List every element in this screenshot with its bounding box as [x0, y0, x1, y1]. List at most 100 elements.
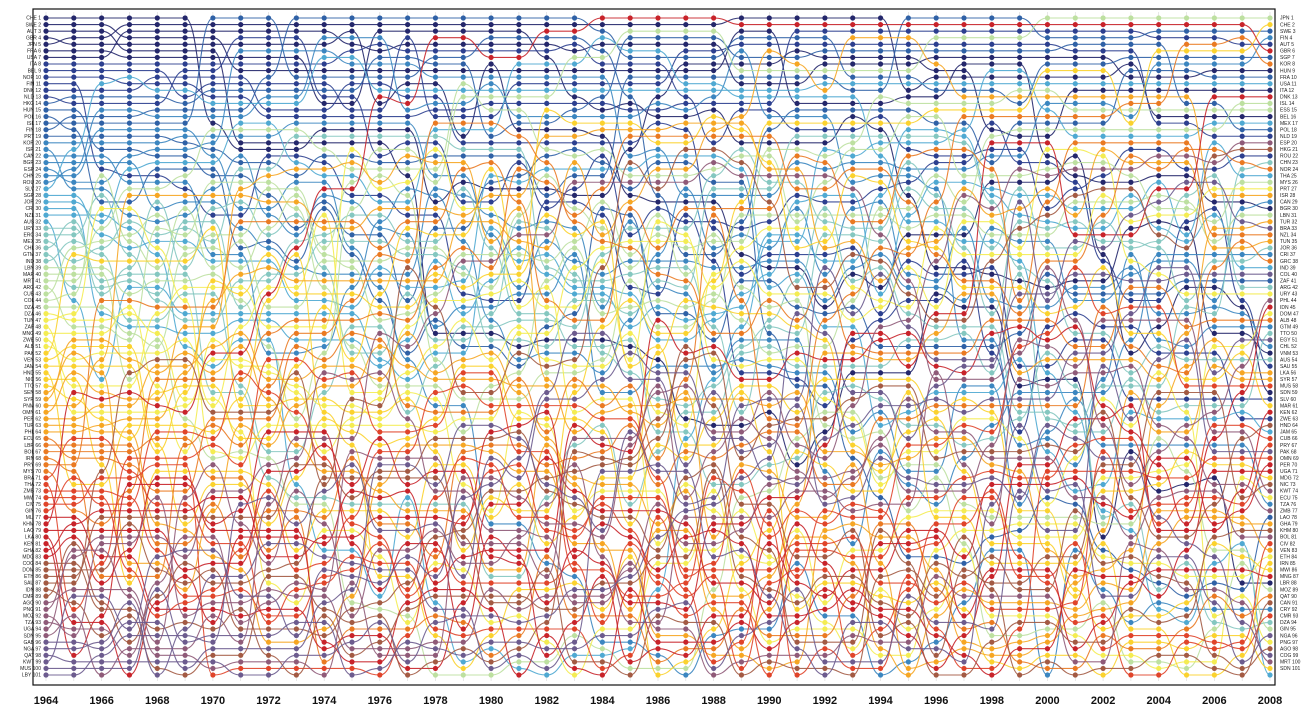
rank-point [238, 416, 244, 422]
rank-point [377, 258, 383, 264]
rank-point [850, 422, 856, 428]
rank-point [571, 278, 578, 284]
rank-point [432, 488, 439, 494]
rank-point [126, 81, 133, 87]
rank-point [210, 422, 216, 428]
rank-point [1267, 573, 1273, 580]
rank-point [126, 514, 133, 520]
rank-point [1128, 363, 1134, 369]
rank-point [1072, 67, 1078, 74]
left-rank-label: MUS 100 [20, 666, 41, 672]
rank-point [516, 527, 522, 534]
rank-point [43, 488, 49, 494]
rank-point [961, 429, 967, 435]
rank-point [1072, 455, 1078, 461]
rank-point [599, 632, 605, 639]
rank-point [321, 61, 327, 67]
right-rank-label: GRC 38 [1280, 259, 1298, 265]
rank-point [1267, 501, 1273, 507]
rank-point [432, 100, 439, 107]
rank-point [544, 173, 550, 179]
rank-point [711, 28, 717, 34]
rank-point [683, 363, 689, 369]
rank-point [377, 48, 383, 54]
rank-point [711, 35, 717, 41]
rank-point [794, 639, 800, 645]
rank-point [432, 107, 439, 113]
rank-point [377, 199, 383, 205]
rank-point [293, 179, 299, 185]
rank-point [905, 120, 911, 126]
rank-point [377, 159, 383, 166]
rank-point [71, 186, 77, 192]
rank-point [599, 107, 605, 113]
rank-point [627, 337, 633, 343]
rank-point [154, 389, 160, 396]
rank-point [293, 120, 299, 126]
rank-point [711, 442, 717, 448]
rank-point [1044, 153, 1051, 159]
rank-point [321, 580, 327, 586]
rank-point [377, 81, 383, 87]
rank-point [738, 291, 745, 297]
rank-point [544, 107, 550, 113]
rank-point [321, 199, 327, 205]
rank-point [321, 357, 327, 363]
rank-point [1239, 205, 1245, 212]
rank-point [1017, 94, 1023, 100]
rank-point [460, 251, 466, 258]
rank-point [432, 219, 439, 225]
rank-point [1183, 606, 1190, 612]
rank-point [961, 107, 967, 113]
rank-point [210, 35, 216, 41]
rank-point [43, 166, 49, 172]
rank-point [877, 409, 884, 415]
rank-point [43, 652, 49, 658]
rank-point [627, 186, 633, 192]
rank-point [850, 554, 856, 560]
rank-point [905, 600, 911, 606]
rank-point [293, 409, 299, 415]
left-rank-label: QAT 98 [24, 653, 41, 659]
rank-point [1239, 21, 1245, 28]
rank-point [182, 146, 188, 152]
rank-point [432, 646, 439, 652]
rank-point [544, 61, 550, 67]
rank-point [265, 600, 272, 606]
rank-point [1100, 626, 1106, 632]
rank-point [544, 376, 550, 382]
rank-point [293, 606, 299, 612]
series-line [45, 135, 1271, 433]
rank-point [265, 626, 272, 632]
series-line [45, 122, 1271, 302]
rank-point [460, 403, 466, 409]
rank-point [877, 284, 884, 290]
rank-point [933, 179, 939, 185]
rank-point [516, 15, 522, 21]
rank-point [822, 94, 828, 100]
rank-point [655, 41, 661, 47]
rank-point [711, 416, 717, 422]
rank-point [210, 435, 216, 442]
rank-point [627, 166, 633, 172]
rank-point [349, 619, 355, 626]
rank-point [544, 363, 550, 369]
rank-point [822, 422, 828, 428]
rank-point [154, 245, 160, 251]
rank-point [961, 48, 967, 54]
rank-point [1239, 186, 1245, 192]
rank-point [1017, 186, 1023, 192]
rank-point [738, 330, 745, 336]
rank-point [599, 238, 605, 244]
rank-point [71, 442, 77, 448]
rank-point [627, 140, 633, 146]
rank-point [1044, 501, 1051, 507]
rank-point [405, 94, 411, 100]
series-line [45, 37, 1271, 492]
rank-point [655, 67, 661, 74]
rank-point [961, 396, 967, 402]
rank-point [544, 547, 550, 553]
rank-point [182, 521, 188, 527]
rank-point [711, 271, 717, 277]
rank-point [1017, 74, 1023, 80]
